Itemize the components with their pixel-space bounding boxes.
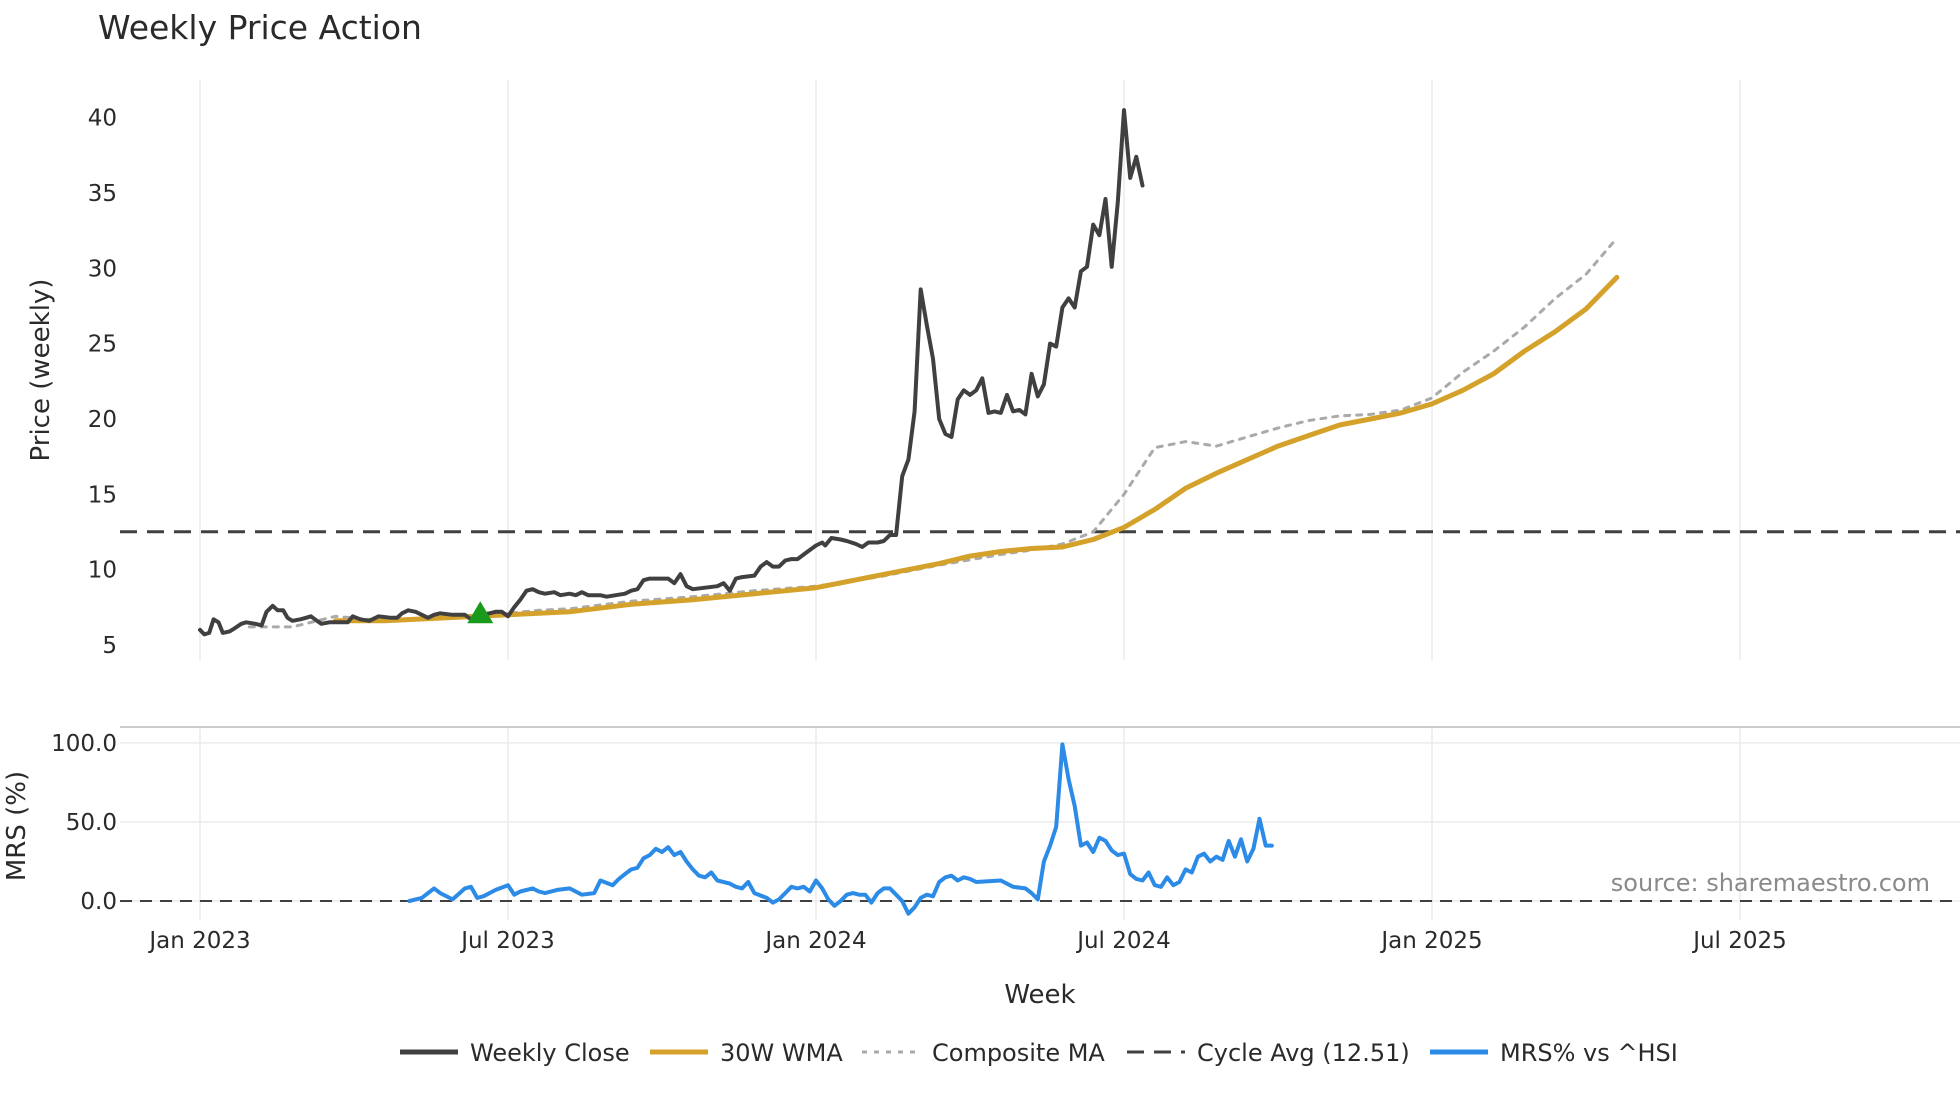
price-y-ticks: 5 10 15 20 25 30 35 40 bbox=[88, 106, 117, 659]
mrs-y-ticks: 0.0 50.0 100.0 bbox=[51, 731, 117, 915]
price-series-group bbox=[198, 108, 1620, 637]
series-line-weekly-close bbox=[198, 108, 1145, 637]
price-y-axis-title: Price (weekly) bbox=[26, 279, 56, 462]
x-axis-title: Week bbox=[1004, 980, 1075, 1010]
series-line-30w-wma bbox=[333, 274, 1620, 624]
legend-label: Weekly Close bbox=[470, 1039, 630, 1067]
mrs-y-axis-title: MRS (%) bbox=[2, 771, 32, 881]
signal-marker bbox=[467, 601, 494, 624]
legend: Weekly Close 30W WMA Composite MA Cycle Avg… bbox=[400, 1039, 1678, 1067]
price-gridlines bbox=[199, 80, 1741, 660]
x-tick-label: Jul 2023 bbox=[459, 928, 555, 954]
series-line-mrs bbox=[407, 742, 1274, 916]
price-y-tick-label: 20 bbox=[88, 407, 117, 433]
x-tick-label: Jan 2025 bbox=[1379, 928, 1482, 954]
x-tick-label: Jul 2025 bbox=[1691, 928, 1787, 954]
price-y-tick-label: 10 bbox=[88, 558, 117, 584]
mrs-y-tick-label: 50.0 bbox=[66, 810, 117, 836]
x-tick-label: Jan 2023 bbox=[147, 928, 250, 954]
price-y-tick-label: 25 bbox=[88, 332, 117, 358]
series-line-composite-ma bbox=[247, 236, 1619, 629]
x-tick-label: Jul 2024 bbox=[1075, 928, 1171, 954]
price-y-tick-label: 40 bbox=[88, 106, 117, 132]
chart-title: Weekly Price Action bbox=[98, 8, 422, 47]
source-watermark: source: sharemaestro.com bbox=[1611, 869, 1930, 897]
price-y-tick-label: 15 bbox=[88, 482, 117, 508]
x-tick-label: Jan 2024 bbox=[763, 928, 866, 954]
mrs-y-tick-label: 100.0 bbox=[51, 731, 117, 757]
price-y-tick-label: 35 bbox=[88, 181, 117, 207]
legend-label: Composite MA bbox=[932, 1039, 1105, 1067]
price-y-tick-label: 5 bbox=[102, 633, 117, 659]
mrs-y-tick-label: 0.0 bbox=[80, 889, 117, 915]
legend-label: 30W WMA bbox=[720, 1039, 843, 1067]
price-y-tick-label: 30 bbox=[88, 256, 117, 282]
mrs-series-group bbox=[407, 742, 1274, 916]
x-axis-ticks: Jan 2023 Jul 2023 Jan 2024 Jul 2024 Jan 2025… bbox=[147, 928, 1786, 954]
legend-label: Cycle Avg (12.51) bbox=[1197, 1039, 1410, 1067]
legend-label: MRS% vs ^HSI bbox=[1500, 1039, 1678, 1067]
